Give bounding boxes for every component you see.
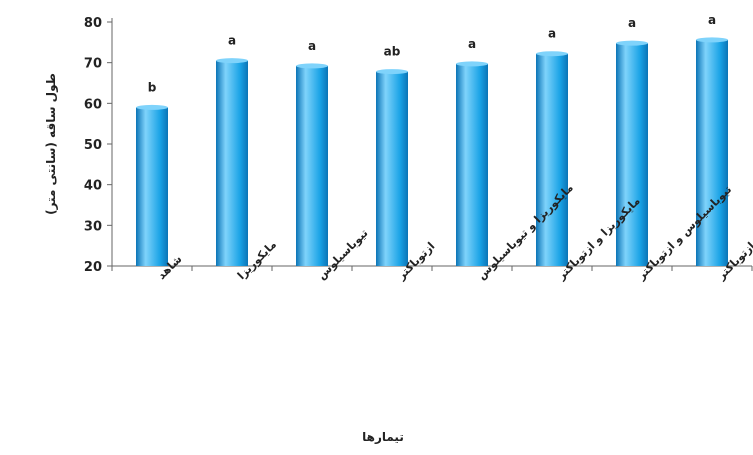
bar: [456, 63, 488, 267]
bar: [296, 65, 328, 266]
data-label: a: [708, 13, 716, 27]
bar-cap: [536, 51, 568, 57]
bar-cap: [376, 69, 408, 75]
y-tick-label: 40: [84, 179, 102, 194]
data-label: a: [468, 37, 476, 51]
y-tick-label: 80: [84, 16, 102, 31]
x-axis-title: تیمارها: [362, 430, 404, 444]
bar: [136, 107, 168, 267]
bar: [536, 53, 568, 266]
data-label: ab: [384, 45, 401, 59]
bar-cap: [216, 58, 248, 64]
axes: [107, 18, 753, 271]
data-label: a: [628, 16, 636, 30]
y-tick-label: 50: [84, 138, 102, 153]
bar-cap: [136, 104, 168, 110]
bar: [376, 71, 408, 266]
data-label: b: [148, 80, 157, 94]
bars: [136, 37, 728, 267]
y-tick-label: 20: [84, 260, 102, 275]
bar-cap: [616, 40, 648, 46]
bar-cap: [456, 61, 488, 67]
bar-cap: [696, 37, 728, 43]
data-label: a: [228, 34, 236, 48]
bar: [696, 39, 728, 266]
bar-cap: [296, 63, 328, 69]
y-tick-label: 60: [84, 97, 102, 112]
bar: [216, 60, 248, 267]
y-axis-title: طول ساقه (سانتی متر): [44, 73, 59, 215]
y-tick-label: 70: [84, 57, 102, 72]
data-label: a: [548, 27, 556, 41]
y-tick-label: 30: [84, 219, 102, 234]
bar: [616, 43, 648, 266]
data-label: a: [308, 39, 316, 53]
